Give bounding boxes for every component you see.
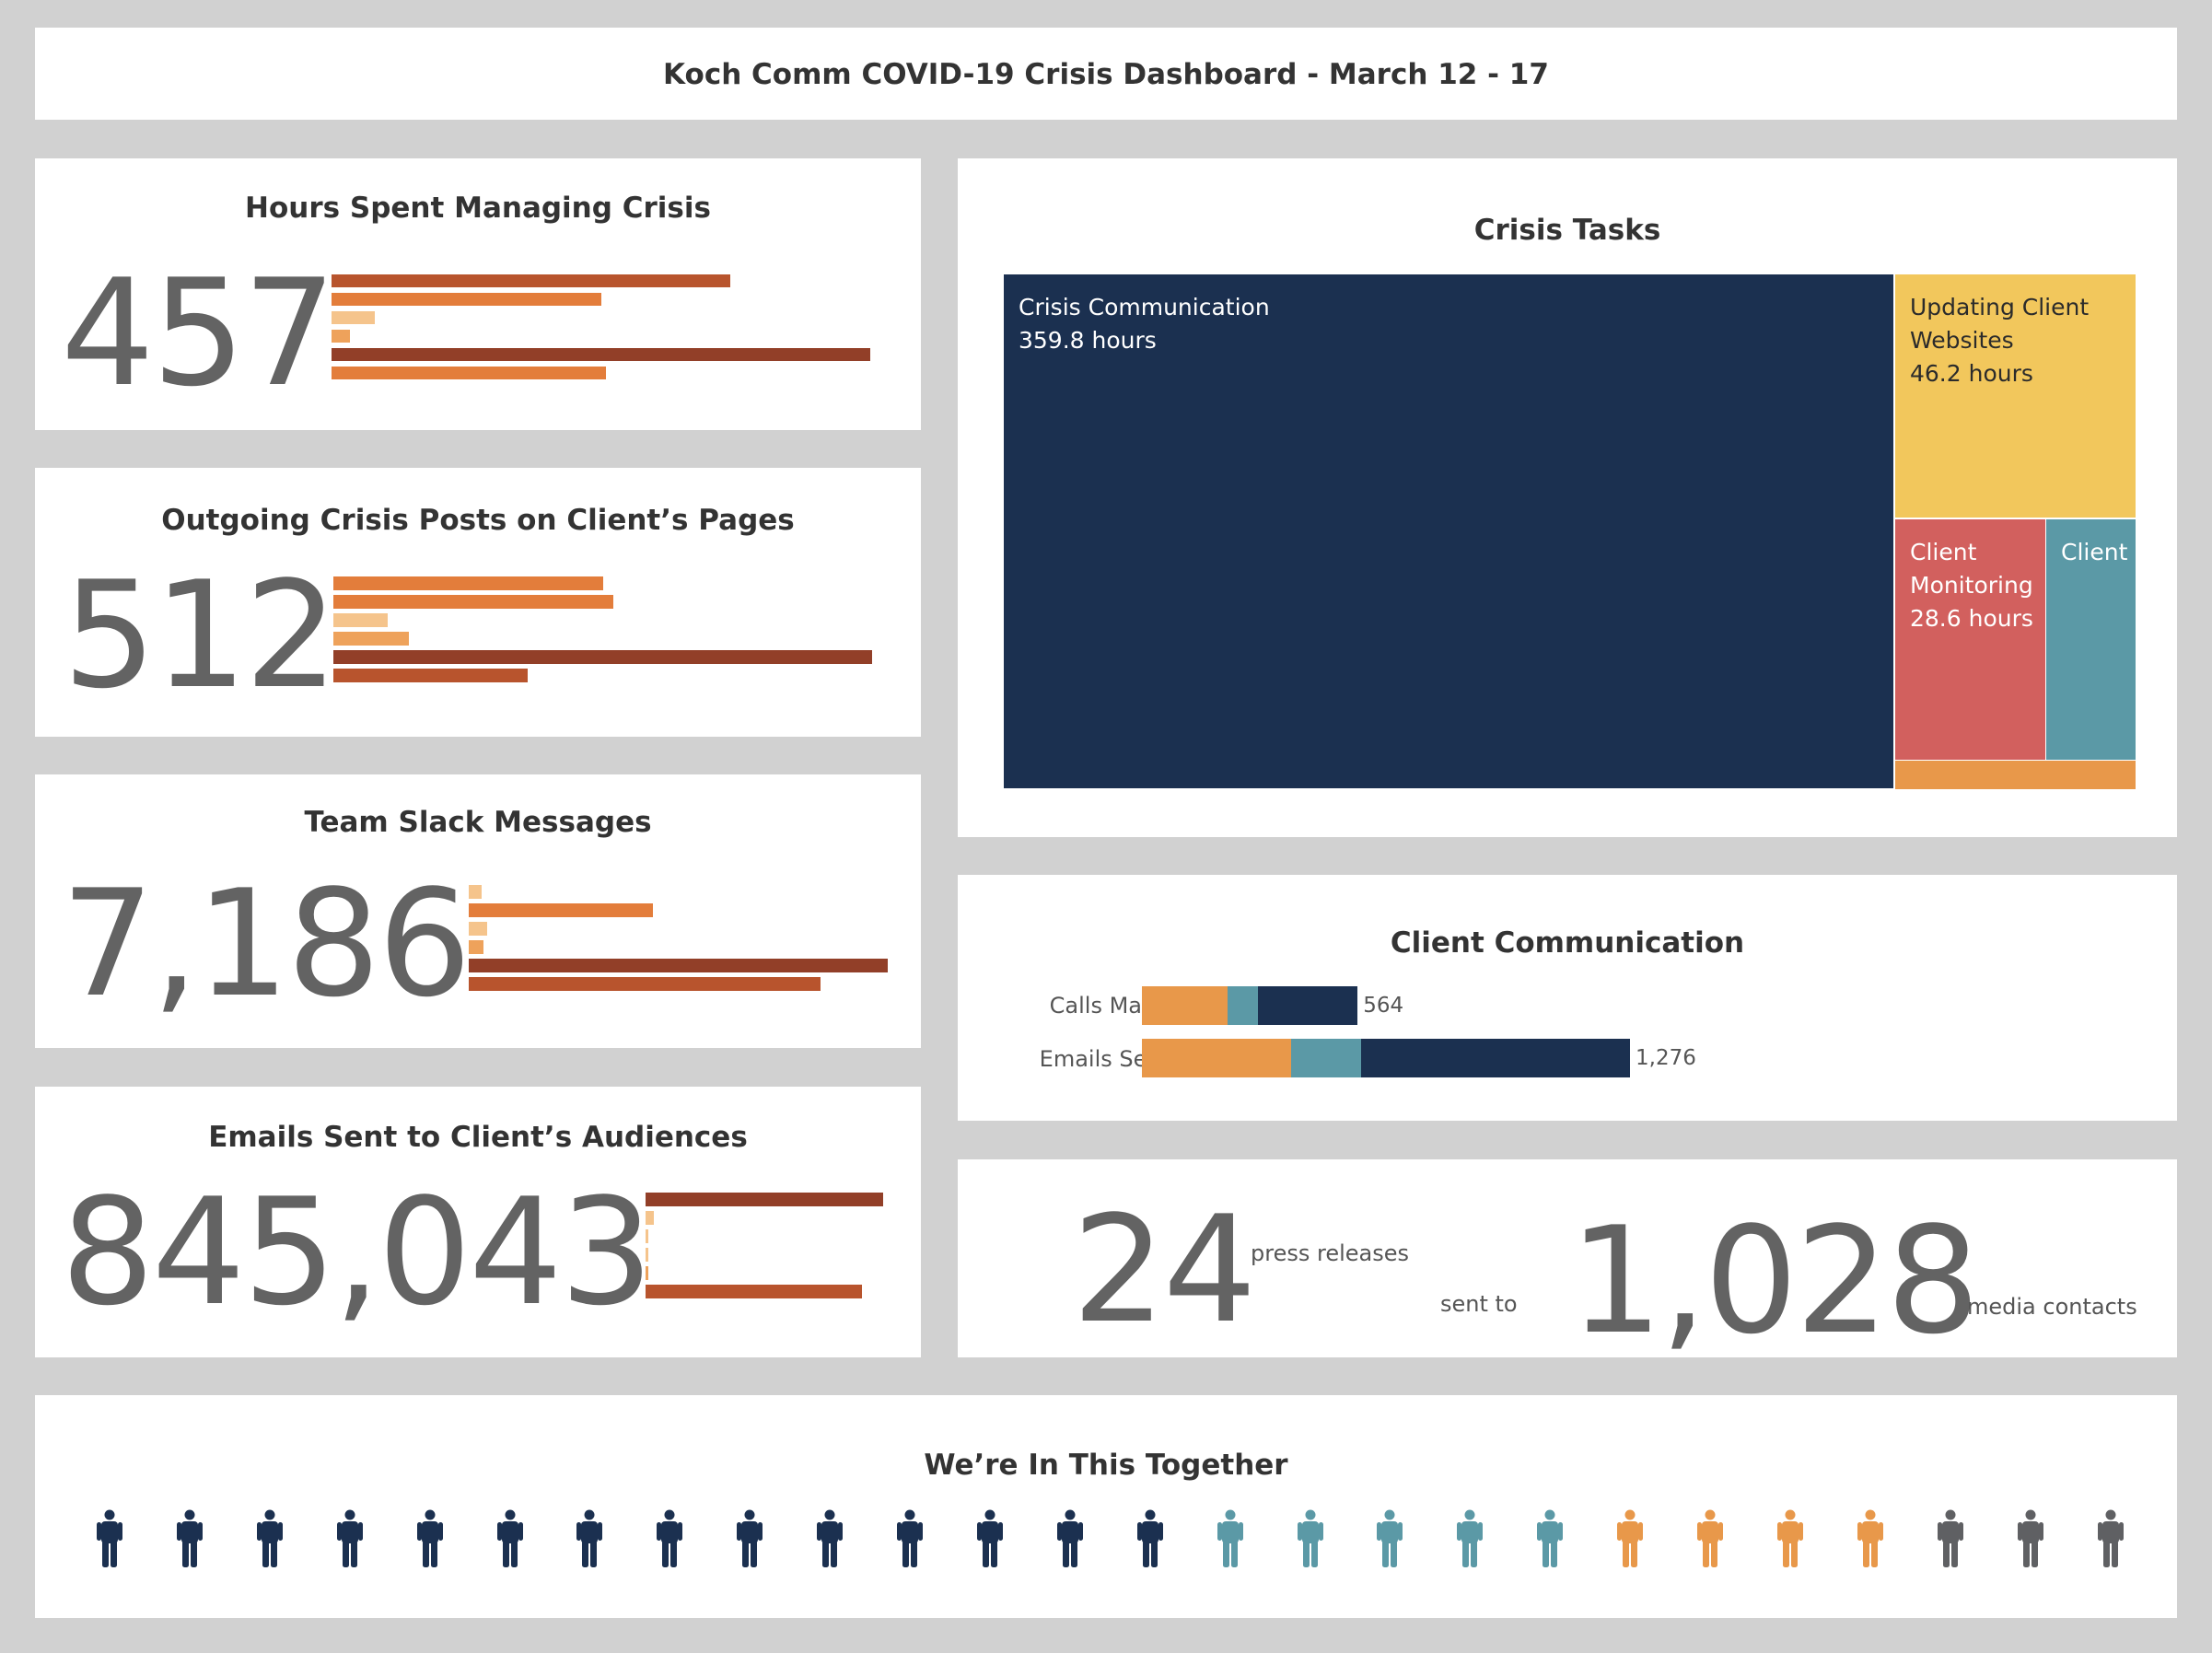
kpi-bar[interactable] <box>332 293 601 306</box>
kpi-bar[interactable] <box>333 650 872 664</box>
kpi-bar[interactable] <box>332 348 870 361</box>
kpi-slack-panel: Team Slack Messages 7,186 <box>35 774 921 1048</box>
together-panel: We’re In This Together <box>35 1395 2177 1618</box>
kpi-bar[interactable] <box>333 595 613 609</box>
kpi-bar[interactable] <box>333 613 388 627</box>
person-icon <box>896 1509 924 1568</box>
kpi-bar[interactable] <box>469 922 487 936</box>
kpi-bar[interactable] <box>332 311 375 324</box>
kpi-bar[interactable] <box>332 330 350 343</box>
kpi-hours-value: 457 <box>61 247 336 419</box>
stacked-bar-segment[interactable] <box>1361 1039 1630 1077</box>
kpi-emails-panel: Emails Sent to Client’s Audiences 845,04… <box>35 1087 921 1357</box>
kpi-bar[interactable] <box>646 1193 883 1206</box>
person-icon <box>336 1509 364 1568</box>
treemap-crisis-communication[interactable]: Crisis Communication 359.8 hours <box>1004 274 1896 791</box>
header-panel: Koch Comm COVID-19 Crisis Dashboard - Ma… <box>35 28 2177 120</box>
person-icon <box>1776 1509 1804 1568</box>
kpi-bar[interactable] <box>469 959 888 972</box>
person-icon <box>416 1509 444 1568</box>
person-icon <box>1376 1509 1403 1568</box>
stacked-bar-segment[interactable] <box>1227 986 1259 1025</box>
person-icon <box>1297 1509 1324 1568</box>
treemap-other-task[interactable] <box>1895 761 2138 792</box>
kpi-bar[interactable] <box>333 576 603 590</box>
kpi-slack-title: Team Slack Messages <box>304 806 652 839</box>
stacked-bar-segment[interactable] <box>1142 1039 1291 1077</box>
kpi-posts-value: 512 <box>63 549 338 721</box>
person-icon <box>576 1509 603 1568</box>
person-icon <box>176 1509 204 1568</box>
person-icon <box>1056 1509 1084 1568</box>
media-contacts-value: 1,028 <box>1569 1194 1980 1367</box>
person-icon <box>1696 1509 1724 1568</box>
person-icon <box>656 1509 683 1568</box>
kpi-bar[interactable] <box>333 669 528 682</box>
crisis-tasks-panel: Crisis Tasks Crisis Communication 359.8 … <box>958 158 2177 837</box>
sent-to-label: sent to <box>1440 1291 1518 1317</box>
crisis-tasks-title: Crisis Tasks <box>1473 214 1661 247</box>
person-icon <box>1857 1509 1884 1568</box>
kpi-bar[interactable] <box>332 274 730 287</box>
kpi-bar[interactable] <box>469 903 653 917</box>
treemap-client-monitoring[interactable]: Client Monitoring 28.6 hours <box>1895 519 2048 762</box>
kpi-bar[interactable] <box>469 940 483 954</box>
treemap-label: Client <box>2061 539 2128 565</box>
person-icon <box>496 1509 524 1568</box>
person-icon <box>976 1509 1004 1568</box>
treemap-updating-client-websites[interactable]: Updating Client Websites 46.2 hours <box>1895 274 2138 520</box>
treemap-label: Crisis Communication 359.8 hours <box>1019 294 1270 354</box>
treemap-label: Updating Client Websites 46.2 hours <box>1910 294 2090 387</box>
bar-total-label: 564 <box>1363 994 1404 1018</box>
kpi-emails-value: 845,043 <box>61 1166 654 1338</box>
client-communication-title: Client Communication <box>1390 926 1745 960</box>
media-contacts-label: media contacts <box>1967 1294 2137 1320</box>
kpi-emails-title: Emails Sent to Client’s Audiences <box>208 1121 748 1154</box>
dashboard-title: Koch Comm COVID-19 Crisis Dashboard - Ma… <box>663 58 1549 91</box>
kpi-bar[interactable] <box>332 367 606 379</box>
person-icon <box>1616 1509 1644 1568</box>
person-icon <box>1937 1509 1964 1568</box>
person-icon <box>256 1509 284 1568</box>
person-icon <box>2017 1509 2044 1568</box>
person-icon <box>1456 1509 1484 1568</box>
kpi-hours-panel: Hours Spent Managing Crisis 457 <box>35 158 921 430</box>
client-communication-panel: Client Communication Calls Made Emails S… <box>958 875 2177 1121</box>
treemap-label: Client Monitoring 28.6 hours <box>1910 539 2033 632</box>
kpi-bar[interactable] <box>646 1248 648 1262</box>
kpi-slack-value: 7,186 <box>61 857 472 1030</box>
press-releases-value: 24 <box>1072 1183 1257 1356</box>
kpi-bar[interactable] <box>646 1229 648 1243</box>
press-panel: 24 press releases sent to 1,028 media co… <box>958 1159 2177 1357</box>
stacked-bar-segment[interactable] <box>1290 1039 1361 1077</box>
kpi-bar[interactable] <box>646 1285 862 1298</box>
treemap-client[interactable]: Client <box>2046 519 2138 762</box>
stacked-bar-segment[interactable] <box>1258 986 1358 1025</box>
press-releases-label: press releases <box>1251 1240 1409 1266</box>
kpi-bar[interactable] <box>333 632 409 646</box>
person-icon <box>736 1509 763 1568</box>
kpi-bar[interactable] <box>646 1266 648 1280</box>
person-icon <box>816 1509 844 1568</box>
bar-total-label: 1,276 <box>1636 1046 1696 1070</box>
kpi-bar[interactable] <box>469 977 821 991</box>
person-icon <box>1536 1509 1564 1568</box>
person-icon <box>1217 1509 1244 1568</box>
person-icon <box>96 1509 123 1568</box>
stacked-bar-segment[interactable] <box>1142 986 1228 1025</box>
kpi-bar[interactable] <box>469 885 482 899</box>
kpi-posts-title: Outgoing Crisis Posts on Client’s Pages <box>161 504 795 537</box>
together-title: We’re In This Together <box>924 1449 1288 1482</box>
kpi-posts-panel: Outgoing Crisis Posts on Client’s Pages … <box>35 468 921 737</box>
person-icon <box>2097 1509 2125 1568</box>
kpi-hours-title: Hours Spent Managing Crisis <box>245 192 711 225</box>
kpi-bar[interactable] <box>646 1211 654 1225</box>
person-icon <box>1136 1509 1164 1568</box>
